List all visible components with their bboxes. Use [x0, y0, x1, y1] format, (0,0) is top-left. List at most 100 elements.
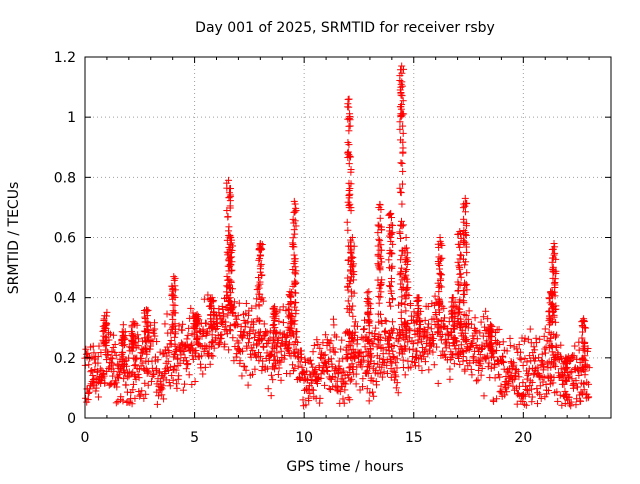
data-point — [449, 294, 457, 302]
data-point — [463, 321, 471, 329]
data-point — [337, 345, 345, 353]
data-point — [364, 335, 372, 343]
data-point — [309, 386, 317, 394]
data-point — [129, 386, 137, 394]
data-point — [101, 312, 109, 320]
data-point — [397, 222, 405, 230]
data-point — [554, 397, 562, 405]
data-point — [333, 377, 341, 385]
data-point — [456, 361, 464, 369]
data-point — [118, 358, 126, 366]
data-point — [108, 347, 116, 355]
data-point — [170, 276, 178, 284]
data-point — [179, 386, 187, 394]
data-point — [491, 361, 499, 369]
data-point — [354, 336, 362, 344]
data-point — [209, 311, 217, 319]
data-point — [342, 380, 350, 388]
data-point — [485, 340, 493, 348]
data-point — [106, 330, 114, 338]
data-point — [129, 343, 137, 351]
data-point — [541, 345, 549, 353]
data-point — [387, 237, 395, 245]
data-point — [331, 348, 339, 356]
data-point — [461, 365, 469, 373]
data-point — [112, 379, 120, 387]
data-point — [132, 375, 140, 383]
data-point — [558, 401, 566, 409]
data-point — [390, 325, 398, 333]
data-point — [179, 320, 187, 328]
data-point — [485, 359, 493, 367]
data-point — [416, 328, 424, 336]
data-point — [110, 331, 118, 339]
data-point — [457, 273, 465, 281]
data-point — [499, 357, 507, 365]
data-point — [487, 322, 495, 330]
data-point — [318, 355, 326, 363]
data-point — [497, 382, 505, 390]
data-point — [284, 306, 292, 314]
data-point — [398, 264, 406, 272]
data-point — [515, 373, 523, 381]
data-point — [387, 278, 395, 286]
data-point — [398, 200, 406, 208]
data-point — [548, 348, 556, 356]
data-point — [387, 302, 395, 310]
data-point — [460, 239, 468, 247]
data-point — [575, 371, 583, 379]
data-point — [286, 370, 294, 378]
data-point — [84, 396, 92, 404]
data-point — [403, 327, 411, 335]
data-point — [225, 189, 233, 197]
data-point — [344, 256, 352, 264]
data-point — [462, 312, 470, 320]
data-point — [580, 386, 588, 394]
data-point — [462, 280, 470, 288]
data-point — [524, 386, 532, 394]
data-point — [526, 325, 534, 333]
data-point — [539, 366, 547, 374]
data-point — [232, 353, 240, 361]
data-point — [474, 376, 482, 384]
data-point — [168, 292, 176, 300]
data-point — [389, 352, 397, 360]
data-point — [567, 398, 575, 406]
data-point — [344, 115, 352, 123]
data-point — [331, 373, 339, 381]
data-point — [456, 308, 464, 316]
data-point — [330, 321, 338, 329]
data-point — [350, 268, 358, 276]
data-point — [557, 341, 565, 349]
data-point — [421, 358, 429, 366]
data-point — [285, 339, 293, 347]
data-point — [273, 349, 281, 357]
data-point — [365, 328, 373, 336]
data-point — [457, 341, 465, 349]
data-point — [461, 261, 469, 269]
data-point — [262, 330, 270, 338]
data-point — [341, 386, 349, 394]
data-point — [397, 268, 405, 276]
data-point — [226, 197, 234, 205]
data-point — [402, 286, 410, 294]
data-point — [457, 270, 465, 278]
data-point — [345, 364, 353, 372]
data-point — [378, 373, 386, 381]
data-point — [499, 338, 507, 346]
data-point — [480, 392, 488, 400]
data-point — [225, 243, 233, 251]
data-point — [411, 353, 419, 361]
data-point — [129, 344, 137, 352]
data-point — [249, 370, 257, 378]
data-point — [226, 240, 234, 248]
data-point — [369, 377, 377, 385]
data-point — [180, 347, 188, 355]
data-point — [340, 379, 348, 387]
data-point — [553, 388, 561, 396]
data-point — [460, 226, 468, 234]
data-point — [503, 347, 511, 355]
data-point — [397, 308, 405, 316]
data-point — [374, 242, 382, 250]
data-point — [474, 356, 482, 364]
